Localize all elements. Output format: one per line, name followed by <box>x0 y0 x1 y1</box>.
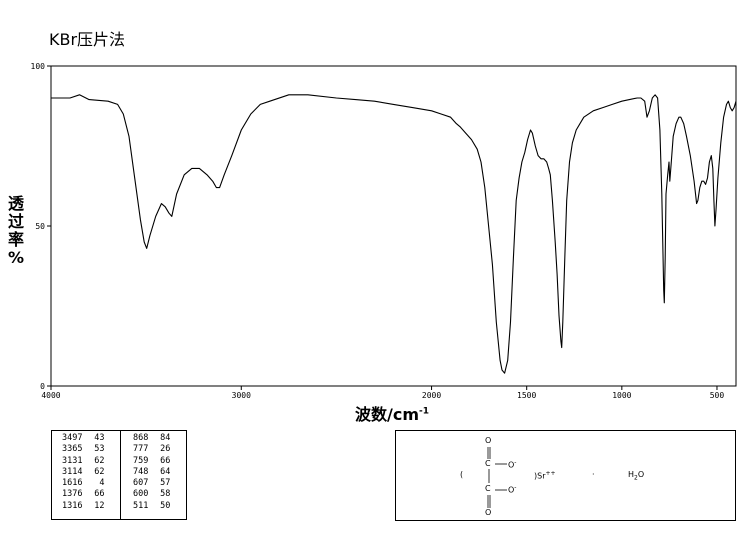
peak-transmittance: 84 <box>160 433 171 443</box>
peak-wavenumber: 1616 <box>62 478 83 489</box>
peak-table-row: 777 26 <box>133 444 170 455</box>
peak-transmittance: 62 <box>94 466 105 477</box>
peak-transmittance: 62 <box>94 455 105 466</box>
peak-table-left-column: 3497 43 3365 53 3131 62 3114 62 1616 4 1376 66 1316 1… <box>62 433 104 512</box>
peak-wavenumber: 607 <box>133 478 149 489</box>
chemical-structure: ( O C O- C O- O )Sr++ · H2O <box>395 430 736 521</box>
structure-cation-charge: ++ <box>545 470 556 477</box>
x-axis-label-text: 波数/cm <box>355 405 420 424</box>
peak-table-divider <box>120 431 121 519</box>
peak-transmittance: 4 <box>99 478 105 489</box>
y-axis-label-char: 过 <box>7 212 24 231</box>
peak-table-row: 3365 53 <box>62 444 104 455</box>
y-tick-label: 50 <box>35 222 45 231</box>
y-axis-label-char: 率 <box>7 230 24 249</box>
structure-water-subscript: 2 <box>634 474 638 482</box>
structure-carbon-top: C <box>485 459 491 468</box>
structure-paren-open: ( <box>460 470 464 479</box>
peak-table-row: 1616 4 <box>62 478 104 489</box>
peak-table-row: 868 84 <box>133 433 170 444</box>
peak-wavenumber: 3497 <box>62 433 83 443</box>
peak-wavenumber: 748 <box>133 466 149 477</box>
y-axis-label: 透 过 率 % <box>4 195 28 267</box>
peak-wavenumber: 1376 <box>62 489 83 500</box>
structure-oxygen-top: O <box>485 436 492 445</box>
structure-cation-symbol: )Sr <box>534 471 546 481</box>
peak-table-row: 3131 62 <box>62 456 104 467</box>
peak-table-row: 759 66 <box>133 456 170 467</box>
peak-wavenumber: 3131 <box>62 455 83 466</box>
x-tick-label: 1500 <box>517 391 536 400</box>
peak-transmittance: 53 <box>94 444 105 455</box>
peak-wavenumber: 600 <box>133 489 149 500</box>
structure-dot: · <box>592 470 595 479</box>
peak-transmittance: 57 <box>160 478 171 489</box>
peak-table-row: 1316 12 <box>62 501 104 512</box>
peak-table-right-column: 868 84 777 26 759 66 748 64 607 57 600 58 511 50 <box>133 433 170 512</box>
peak-transmittance: 50 <box>160 500 171 511</box>
x-axis-label: 波数/cm-1 <box>355 401 429 425</box>
peak-wavenumber: 1316 <box>62 500 83 511</box>
y-axis-label-char: 透 <box>7 194 24 213</box>
y-tick-label: 100 <box>31 62 46 71</box>
structure-o-minus-bottom-atom: O <box>508 485 515 495</box>
peak-wavenumber: 759 <box>133 455 149 466</box>
structure-water: H2O <box>628 470 644 482</box>
structure-water-h: H <box>628 470 635 479</box>
peak-table: 3497 43 3365 53 3131 62 3114 62 1616 4 1376 66 1316 1… <box>51 430 187 520</box>
spectrum-line <box>51 94 737 374</box>
peak-transmittance: 64 <box>160 466 171 477</box>
peak-transmittance: 58 <box>160 489 171 500</box>
structure-cation: )Sr++ <box>534 470 556 481</box>
x-tick-label: 4000 <box>41 391 60 400</box>
structure-o-minus-top: O- <box>508 459 516 470</box>
peak-wavenumber: 511 <box>133 500 149 511</box>
peak-wavenumber: 777 <box>133 444 149 455</box>
peak-wavenumber: 868 <box>133 433 149 443</box>
structure-water-o: O <box>637 470 645 479</box>
y-axis-label-char: % <box>7 248 25 267</box>
peak-transmittance: 66 <box>94 489 105 500</box>
peak-table-row: 3114 62 <box>62 467 104 478</box>
structure-oxygen-bottom: O <box>485 508 492 517</box>
structure-bonds <box>487 447 507 508</box>
peak-table-row: 1376 66 <box>62 489 104 500</box>
peak-table-row: 748 64 <box>133 467 170 478</box>
peak-table-row: 600 58 <box>133 489 170 500</box>
structure-o-minus-top-charge: - <box>514 459 517 466</box>
peak-table-row: 511 50 <box>133 501 170 512</box>
peak-table-row: 607 57 <box>133 478 170 489</box>
plot-frame <box>50 65 737 387</box>
ir-spectrum-chart: 4000 3000 2000 1500 1000 500 0 50 100 <box>31 62 737 400</box>
x-tick-label: 1000 <box>612 391 631 400</box>
peak-wavenumber: 3114 <box>62 466 83 477</box>
peak-transmittance: 12 <box>94 500 105 511</box>
structure-o-minus-top-atom: O <box>508 460 515 470</box>
peak-transmittance: 66 <box>160 455 171 466</box>
peak-transmittance: 26 <box>160 444 171 455</box>
peak-table-row: 3497 43 <box>62 433 104 444</box>
structure-o-minus-bottom-charge: - <box>514 484 517 491</box>
chart-title: KBr压片法 <box>49 30 126 49</box>
x-axis-label-superscript: -1 <box>419 406 430 417</box>
peak-transmittance: 43 <box>94 433 105 443</box>
y-tick-label: 0 <box>40 382 45 391</box>
structure-o-minus-bottom: O- <box>508 484 516 495</box>
x-tick-label: 500 <box>710 391 725 400</box>
x-tick-label: 3000 <box>232 391 251 400</box>
structure-carbon-bottom: C <box>485 484 491 493</box>
x-tick-label: 2000 <box>422 391 441 400</box>
peak-wavenumber: 3365 <box>62 444 83 455</box>
